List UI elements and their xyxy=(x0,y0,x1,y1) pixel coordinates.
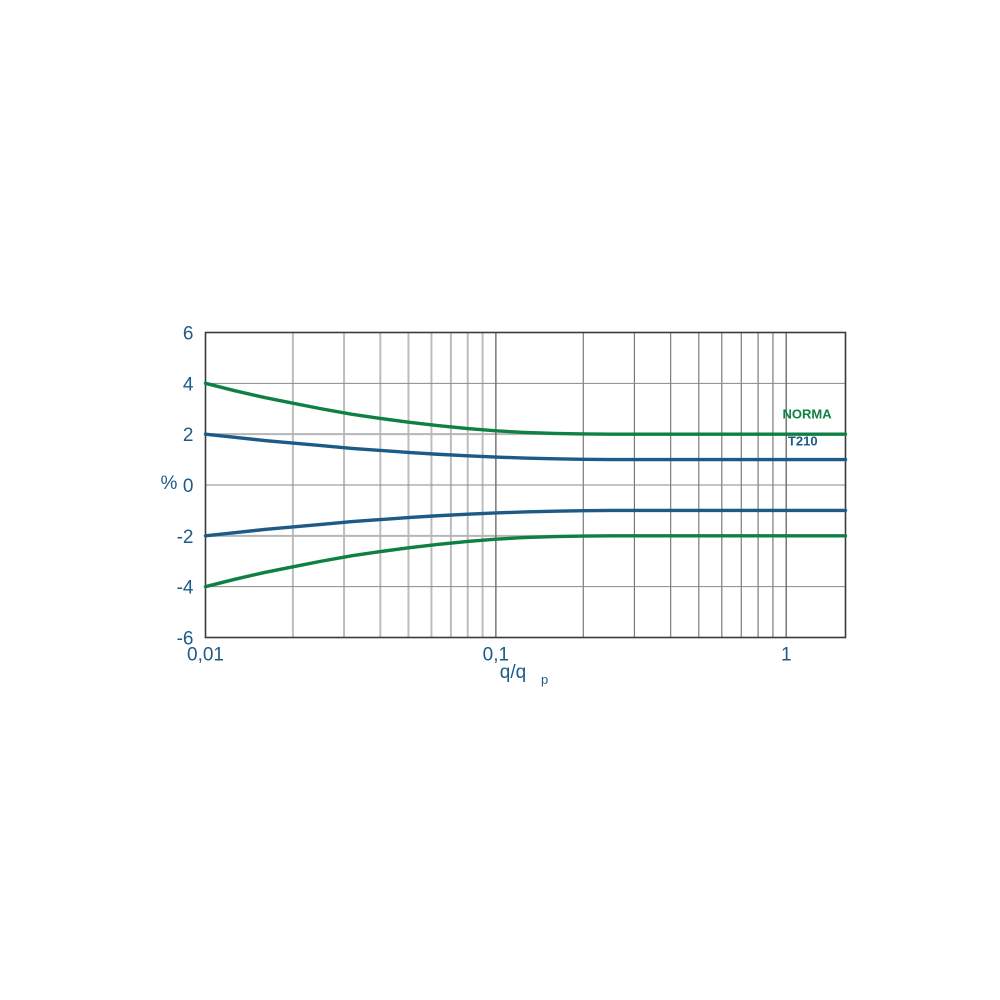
series-inline-labels: NORMA T210 xyxy=(783,406,833,448)
y-tick-label: 6 xyxy=(183,324,194,345)
y-tick-label: -4 xyxy=(177,578,194,599)
series-lines xyxy=(203,381,848,589)
y-tick-label: 4 xyxy=(183,374,194,395)
y-tick-label: 0 xyxy=(183,476,194,497)
plot-frame xyxy=(204,331,847,639)
y-axis-tick-labels: 6 4 2 0 -2 -4 -6 xyxy=(177,324,194,650)
x-axis-tick-labels: 0,01 0,1 1 xyxy=(187,645,792,666)
x-tick-label: 0,1 xyxy=(483,645,509,666)
y-axis-title: % xyxy=(161,473,178,494)
x-axis-title-subscript: p xyxy=(541,672,548,687)
series-line-t210-lower xyxy=(203,508,848,538)
series-label-norma: NORMA xyxy=(783,406,833,421)
series-label-t210: T210 xyxy=(788,434,818,449)
series-line-norma xyxy=(203,381,848,436)
plot-border xyxy=(204,331,847,639)
x-axis-title: q/q xyxy=(500,662,526,683)
major-gridlines xyxy=(495,332,787,638)
x-tick-label: 1 xyxy=(781,645,792,666)
y-tick-label: -2 xyxy=(177,527,194,548)
y-tick-label: 2 xyxy=(183,425,194,446)
series-line-t210 xyxy=(203,432,848,462)
series-line-norma-lower xyxy=(203,534,848,589)
y-tick-label: -6 xyxy=(177,629,194,650)
x-tick-label: 0,01 xyxy=(187,645,224,666)
